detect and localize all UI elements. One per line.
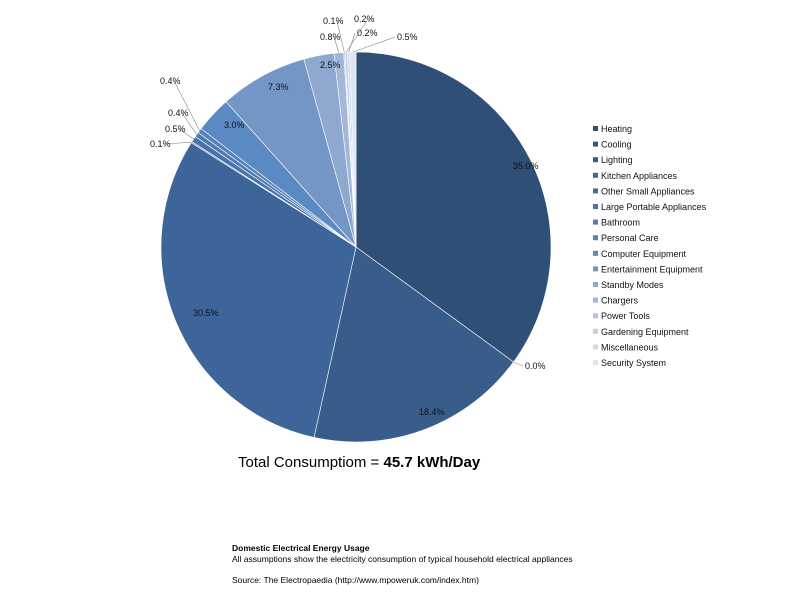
legend-swatch-heating <box>593 126 598 131</box>
legend-swatch-personal-care <box>593 235 598 241</box>
footer: Domestic Electrical Energy Usage All ass… <box>232 543 573 586</box>
legend-label-miscellaneous: Miscellaneous <box>601 342 659 352</box>
legend-label-computer-equipment: Computer Equipment <box>601 249 687 259</box>
leader-bathroom <box>181 112 197 135</box>
leader-security-system <box>352 36 396 53</box>
legend-swatch-large-portable-appliances <box>593 204 598 209</box>
legend-label-power-tools: Power Tools <box>601 311 650 321</box>
legend-label-chargers: Chargers <box>601 296 639 306</box>
label-chargers: 0.8% <box>320 32 341 42</box>
legend-swatch-cooling <box>593 141 598 147</box>
label-kitchen-appliances: 30.5% <box>193 308 219 318</box>
label-security-system: 0.5% <box>397 32 418 42</box>
leader-miscellaneous <box>348 32 356 53</box>
footer-source: Source: The Electropaedia (http://www.mp… <box>232 575 479 585</box>
legend-swatch-security-system <box>593 360 598 365</box>
footer-description: All assumptions show the electricity con… <box>232 554 573 564</box>
legend-swatch-computer-equipment <box>593 250 598 256</box>
legend-label-security-system: Security System <box>601 358 666 368</box>
legend-swatch-other-small-appliances <box>593 188 598 194</box>
legend: Heating Cooling Lighting Kitchen Appliances… <box>593 124 707 368</box>
total-value: 45.7 kWh/Day <box>383 454 481 471</box>
legend-label-cooling: Cooling <box>601 140 632 150</box>
legend-swatch-chargers <box>593 297 598 303</box>
leader-personal-care <box>173 80 200 131</box>
legend-swatch-entertainment-equipment <box>593 266 598 272</box>
total-consumption: Total Consumptiom = 45.7 kWh/Day <box>238 454 480 471</box>
legend-swatch-gardening-equipment <box>593 328 598 334</box>
leader-large-portable-appliances <box>178 128 194 140</box>
legend-label-heating: Heating <box>601 124 632 134</box>
pie-slices <box>160 51 552 443</box>
label-personal-care: 0.4% <box>160 76 181 86</box>
label-bathroom: 0.4% <box>168 108 189 118</box>
legend-swatch-bathroom <box>593 219 598 225</box>
label-entertainment-equipment: 7.3% <box>268 82 289 92</box>
legend-label-standby-modes: Standby Modes <box>601 280 664 290</box>
label-computer-equipment: 3.0% <box>224 120 245 130</box>
label-standby-modes: 2.5% <box>320 60 341 70</box>
legend-label-other-small-appliances: Other Small Appliances <box>601 186 695 196</box>
label-cooling: 0.0% <box>525 361 546 371</box>
legend-swatch-standby-modes <box>593 282 598 287</box>
label-large-portable-appliances: 0.5% <box>165 124 186 134</box>
label-miscellaneous: 0.2% <box>357 28 378 38</box>
legend-label-bathroom: Bathroom <box>601 218 640 228</box>
footer-title: Domestic Electrical Energy Usage <box>232 543 370 553</box>
legend-swatch-power-tools <box>593 313 598 319</box>
leader-other-small-appliances <box>163 141 192 145</box>
label-heating: 35.0% <box>513 161 539 171</box>
label-other-small-appliances: 0.1% <box>150 139 171 149</box>
legend-swatch-miscellaneous <box>593 344 598 350</box>
legend-label-large-portable-appliances: Large Portable Appliances <box>601 202 707 212</box>
legend-label-kitchen-appliances: Kitchen Appliances <box>601 171 678 181</box>
leader-lines <box>163 18 524 367</box>
slice-labels: 35.0% 0.0% 18.4% 30.5% 0.1% 0.5% 0.4% 0.4% 3.0% 7… <box>150 14 546 417</box>
legend-swatch-lighting <box>593 157 598 163</box>
leader-cooling <box>513 361 524 367</box>
total-prefix: Total Consumptiom = <box>238 454 384 471</box>
legend-label-gardening-equipment: Gardening Equipment <box>601 327 689 337</box>
label-power-tools: 0.1% <box>323 16 344 26</box>
legend-swatch-kitchen-appliances <box>593 172 598 178</box>
legend-label-lighting: Lighting <box>601 155 633 165</box>
leader-chargers <box>333 36 340 53</box>
leader-power-tools <box>336 20 345 53</box>
label-lighting: 18.4% <box>419 407 445 417</box>
label-gardening-equipment: 0.2% <box>354 14 375 24</box>
slice-heating <box>355 51 552 363</box>
legend-label-personal-care: Personal Care <box>601 233 659 243</box>
slice-lighting <box>313 246 514 443</box>
legend-label-entertainment-equipment: Entertainment Equipment <box>601 264 703 274</box>
leader-gardening-equipment <box>345 18 369 53</box>
